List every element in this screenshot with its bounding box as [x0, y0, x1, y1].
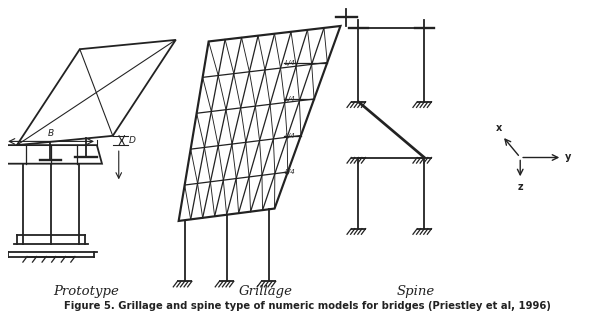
Text: D: D: [129, 136, 136, 145]
Text: L/4: L/4: [285, 60, 295, 66]
Text: Grillage: Grillage: [239, 285, 293, 298]
Text: Figure 5. Grillage and spine type of numeric models for bridges (Priestley et al: Figure 5. Grillage and spine type of num…: [64, 301, 551, 311]
Text: L/4: L/4: [285, 133, 295, 139]
Text: Spine: Spine: [396, 285, 434, 298]
Text: L/4: L/4: [285, 169, 295, 175]
Text: Prototype: Prototype: [53, 285, 119, 298]
Text: z: z: [517, 182, 523, 192]
Text: L/4: L/4: [285, 96, 295, 102]
Text: B: B: [48, 129, 54, 138]
Text: x: x: [496, 123, 502, 133]
Text: y: y: [565, 152, 571, 163]
